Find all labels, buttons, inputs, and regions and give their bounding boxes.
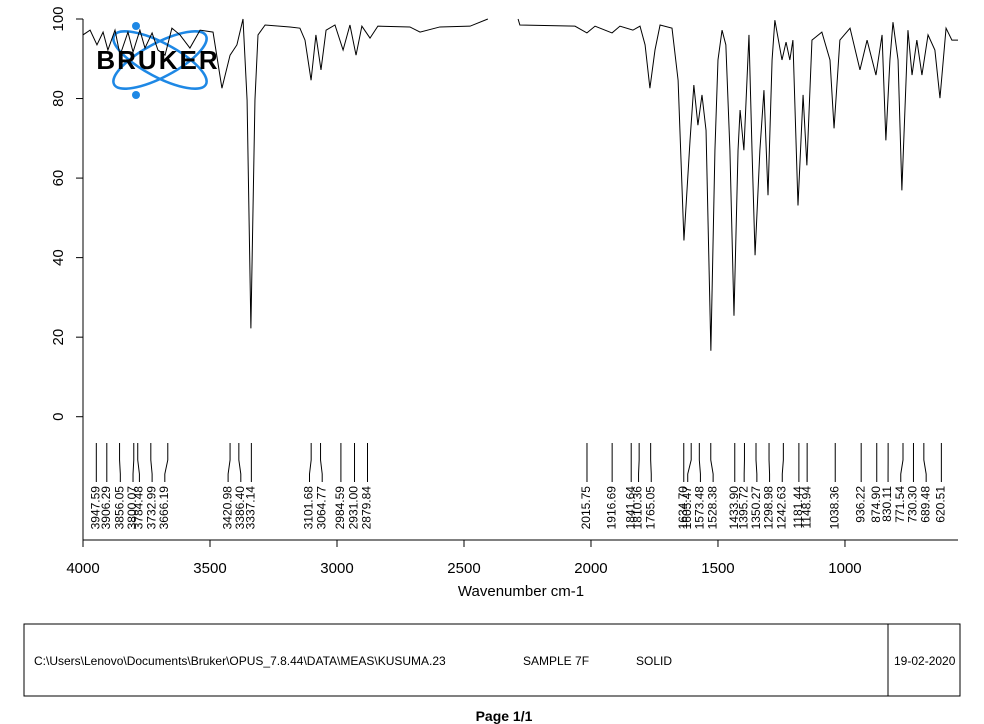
logo-text: BRUKER: [96, 45, 219, 75]
peak-label: 3064.77: [314, 486, 328, 530]
x-tick-label: 1000: [828, 560, 861, 577]
peak-label: 1634.70: [676, 486, 690, 530]
peak-marker: [119, 443, 121, 482]
page-number: Page 1/1: [476, 708, 533, 724]
peak-marker: [164, 443, 169, 482]
footer-date: 19-02-2020: [894, 654, 956, 668]
peak-label: 3906.29: [99, 486, 113, 530]
y-tick-label: 20: [50, 329, 67, 346]
peak-marker: [781, 443, 784, 482]
x-tick-label: 2000: [574, 560, 607, 577]
bruker-logo: BRUKER: [96, 22, 219, 99]
peak-label: 3732.99: [144, 486, 158, 530]
peak-label: 3420.98: [220, 486, 234, 530]
y-tick-label: 0: [50, 413, 67, 421]
x-tick-label: 3500: [193, 560, 226, 577]
peak-marker: [320, 443, 323, 482]
logo-dot: [132, 22, 140, 30]
peak-label: 3337.14: [244, 486, 258, 530]
x-tick-label: 2500: [447, 560, 480, 577]
peak-label: 771.54: [893, 486, 907, 523]
footer-sample: SAMPLE 7F: [523, 654, 589, 668]
peak-label: 1841.64: [623, 486, 637, 530]
peak-label: 689.48: [918, 486, 932, 523]
peak-marker: [238, 443, 242, 482]
peak-label: 1395.72: [736, 486, 750, 530]
peak-label: 1181.44: [791, 486, 805, 529]
peak-label: 3947.59: [88, 486, 102, 530]
peak-label: 3784.48: [132, 486, 146, 530]
peak-label: 3101.68: [302, 486, 316, 530]
peak-label: 2931.00: [347, 486, 361, 530]
peak-marker: [698, 443, 701, 482]
peak-label: 874.90: [869, 486, 883, 523]
peak-label: 3800.07: [125, 486, 139, 530]
peak-label: 2984.59: [333, 486, 347, 530]
peak-label: 1528.38: [705, 486, 719, 530]
peak-label: 3386.40: [233, 486, 247, 530]
x-tick-label: 3000: [320, 560, 353, 577]
peak-label: 2015.75: [579, 486, 593, 530]
x-axis-label: Wavenumber cm-1: [458, 583, 584, 600]
peak-marker: [687, 443, 692, 482]
logo-dot: [132, 91, 140, 99]
peak-label: 730.30: [906, 486, 920, 523]
y-tick-label: 40: [50, 249, 67, 266]
peak-label: 620.51: [934, 486, 948, 523]
peak-marker: [309, 443, 312, 482]
y-tick-label: 100: [50, 6, 67, 31]
x-tick-label: 4000: [66, 560, 99, 577]
peak-label: 1148.94: [799, 486, 813, 529]
peak-marker: [768, 443, 771, 482]
peak-marker: [132, 443, 135, 482]
peak-marker: [755, 443, 758, 482]
peak-label: 1605.47: [680, 486, 694, 530]
peak-label: 1765.05: [643, 486, 657, 530]
peak-label: 1810.36: [631, 486, 645, 530]
y-tick-label: 60: [50, 170, 67, 187]
peak-label: 936.22: [853, 486, 867, 523]
peak-marker: [923, 443, 927, 482]
peak-label: 2879.84: [360, 486, 374, 530]
peak-label: 1242.63: [774, 486, 788, 530]
footer-path: C:\Users\Lenovo\Documents\Bruker\OPUS_7.…: [34, 654, 446, 668]
peak-marker: [638, 443, 640, 482]
peak-label: 3666.19: [157, 486, 171, 530]
peak-label: 1350.27: [749, 486, 763, 530]
peak-label: 1916.69: [604, 486, 618, 530]
logo-orbit: [112, 30, 208, 90]
peak-marker: [900, 443, 904, 482]
footer-box: [23, 623, 961, 697]
peak-label: 1298.98: [762, 486, 776, 530]
peak-label: 1038.36: [827, 486, 841, 530]
peak-label: 1433.90: [727, 486, 741, 530]
peak-marker: [710, 443, 714, 482]
peak-label: 1573.48: [693, 486, 707, 530]
peak-marker: [137, 443, 140, 482]
spectrum-line: [83, 18, 958, 351]
peak-label: 830.11: [880, 486, 894, 522]
peak-marker: [650, 443, 652, 482]
footer-form: SOLID: [636, 654, 672, 668]
x-tick-label: 1500: [701, 560, 734, 577]
peak-marker: [150, 443, 153, 482]
peak-label: 3856.05: [112, 486, 126, 530]
y-tick-label: 80: [50, 90, 67, 107]
peak-marker: [227, 443, 231, 482]
